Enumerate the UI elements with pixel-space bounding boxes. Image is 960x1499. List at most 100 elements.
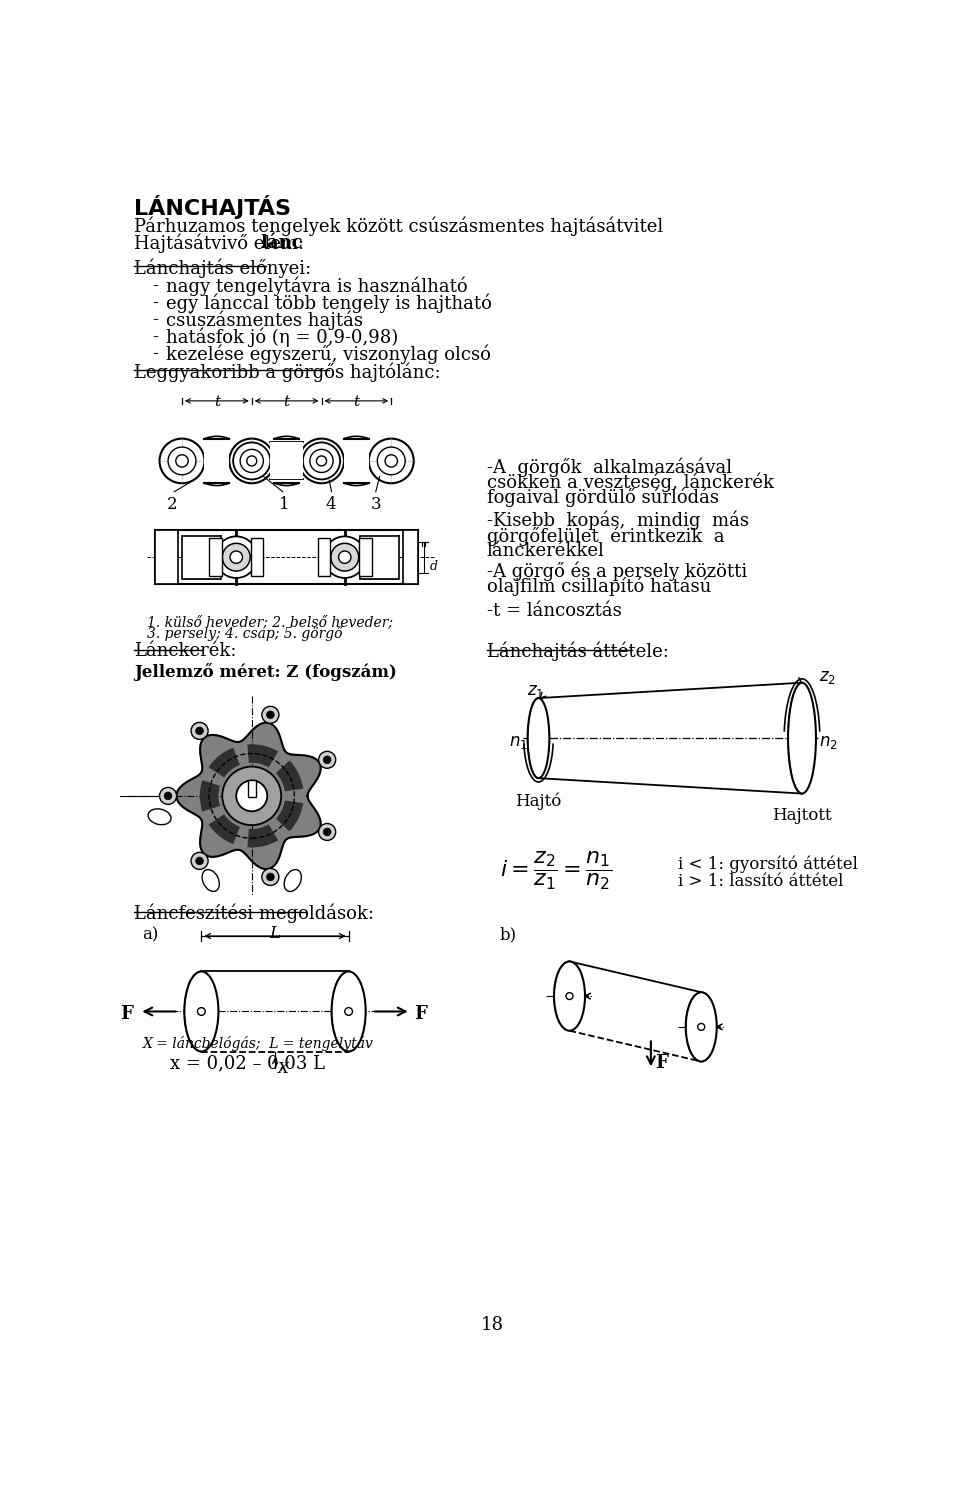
Bar	[251, 538, 263, 577]
Text: fogaival gördülő súrlódás: fogaival gördülő súrlódás	[487, 487, 719, 507]
Ellipse shape	[698, 1024, 705, 1030]
Ellipse shape	[319, 823, 336, 841]
Ellipse shape	[159, 787, 177, 805]
Ellipse shape	[267, 872, 275, 881]
Bar	[204, 439, 229, 483]
Ellipse shape	[324, 755, 331, 763]
Bar	[359, 538, 372, 577]
Ellipse shape	[198, 1007, 205, 1015]
Bar	[344, 439, 369, 483]
Text: Láncfeszítési megoldások:: Láncfeszítési megoldások:	[134, 904, 374, 923]
Text: F: F	[120, 1006, 132, 1024]
Ellipse shape	[345, 1007, 352, 1015]
Ellipse shape	[159, 439, 204, 483]
Text: 3. persely; 4. csap; 5. görgő: 3. persely; 4. csap; 5. görgő	[147, 627, 343, 642]
Bar	[248, 781, 255, 797]
Text: 3: 3	[371, 496, 381, 513]
Ellipse shape	[267, 711, 275, 718]
Text: $n_2$: $n_2$	[819, 733, 838, 751]
Text: LÁNCHAJTÁS: LÁNCHAJTÁS	[134, 195, 291, 219]
Text: -: -	[153, 328, 158, 346]
Ellipse shape	[262, 706, 279, 724]
Ellipse shape	[203, 869, 219, 892]
Text: -A  görgők  alkalmazásával: -A görgők alkalmazásával	[487, 457, 732, 477]
Text: olajfilm csillapító hatású: olajfilm csillapító hatású	[487, 577, 711, 597]
Text: Lánchajtás előnyei:: Lánchajtás előnyei:	[134, 258, 311, 277]
Wedge shape	[276, 800, 303, 832]
Wedge shape	[200, 779, 220, 811]
Ellipse shape	[331, 543, 359, 571]
Ellipse shape	[324, 537, 366, 579]
Text: a): a)	[142, 926, 158, 944]
Ellipse shape	[310, 450, 333, 472]
Text: kezelése egyszerű, viszonylag olcsó: kezelése egyszerű, viszonylag olcsó	[166, 345, 492, 364]
Text: i > 1: lassító áttétel: i > 1: lassító áttétel	[678, 872, 844, 890]
Bar	[318, 538, 330, 577]
Text: -: -	[153, 294, 158, 312]
Ellipse shape	[319, 751, 336, 769]
Polygon shape	[177, 723, 321, 869]
Text: $n_1$: $n_1$	[509, 733, 528, 751]
Ellipse shape	[315, 454, 327, 468]
Bar	[209, 538, 222, 577]
Text: t: t	[283, 394, 290, 409]
Ellipse shape	[262, 868, 279, 886]
Text: $z_2$: $z_2$	[819, 669, 836, 687]
Ellipse shape	[324, 827, 331, 836]
Wedge shape	[208, 814, 240, 844]
Text: lánc: lánc	[260, 234, 303, 252]
Text: -Kisebb  kopás,  mindig  más: -Kisebb kopás, mindig más	[487, 511, 749, 531]
Ellipse shape	[299, 439, 344, 483]
Ellipse shape	[196, 857, 204, 865]
Ellipse shape	[230, 552, 243, 564]
Text: nagy tengelytávra is használható: nagy tengelytávra is használható	[166, 277, 468, 297]
Text: t: t	[353, 394, 359, 409]
Bar	[403, 531, 419, 585]
Text: 4: 4	[325, 496, 336, 513]
Bar	[182, 535, 221, 579]
Text: 2: 2	[166, 496, 178, 513]
Wedge shape	[208, 748, 240, 778]
Ellipse shape	[229, 439, 275, 483]
Text: F: F	[655, 1054, 667, 1072]
Text: hatásfok jó (η = 0,9-0,98): hatásfok jó (η = 0,9-0,98)	[166, 328, 398, 348]
Text: Jellemző méret: Z (fogszám): Jellemző méret: Z (fogszám)	[134, 664, 396, 682]
Ellipse shape	[331, 971, 366, 1051]
Bar	[360, 535, 399, 579]
Ellipse shape	[246, 454, 258, 468]
Text: Hajtott: Hajtott	[772, 808, 831, 824]
Ellipse shape	[528, 699, 549, 778]
Ellipse shape	[339, 552, 351, 564]
Ellipse shape	[247, 456, 256, 466]
Text: egy lánccal több tengely is hajtható: egy lánccal több tengely is hajtható	[166, 294, 492, 313]
Ellipse shape	[369, 439, 414, 483]
Text: t: t	[214, 394, 220, 409]
Text: $i = \dfrac{z_2}{z_1} = \dfrac{n_1}{n_2}$: $i = \dfrac{z_2}{z_1} = \dfrac{n_1}{n_2}…	[500, 850, 612, 892]
Text: i < 1: gyorsító áttétel: i < 1: gyorsító áttétel	[678, 856, 858, 874]
Text: X = láncbelógás;  L = tengelytáv: X = láncbelógás; L = tengelytáv	[143, 1036, 374, 1051]
Ellipse shape	[164, 791, 172, 800]
Ellipse shape	[238, 447, 266, 475]
Text: X: X	[278, 1063, 289, 1076]
Ellipse shape	[233, 442, 271, 480]
Ellipse shape	[191, 723, 208, 739]
Text: Hajtó: Hajtó	[516, 791, 562, 809]
Ellipse shape	[284, 869, 301, 892]
Wedge shape	[248, 824, 278, 847]
Ellipse shape	[788, 682, 816, 793]
Circle shape	[236, 781, 267, 811]
Wedge shape	[276, 760, 303, 791]
Text: -t = láncosztás: -t = láncosztás	[487, 601, 621, 621]
Text: csökken a veszteség, lánckerék: csökken a veszteség, lánckerék	[487, 472, 774, 492]
Ellipse shape	[148, 809, 171, 824]
Ellipse shape	[554, 961, 585, 1031]
Text: 1: 1	[278, 496, 290, 513]
Text: Lánchajtás áttétele:: Lánchajtás áttétele:	[487, 642, 668, 661]
Text: Párhuzamos tengelyek között csúszásmentes hajtásátvitel: Párhuzamos tengelyek között csúszásmente…	[134, 217, 663, 237]
Text: csúszásmentes hajtás: csúszásmentes hajtás	[166, 310, 364, 330]
Text: Hajtásátvivő elem:: Hajtásátvivő elem:	[134, 234, 310, 253]
Text: Lánckerék:: Lánckerék:	[134, 642, 236, 660]
Ellipse shape	[685, 992, 717, 1061]
Text: görgőfelület  érintkezik  a: görgőfelület érintkezik a	[487, 526, 724, 546]
Text: -A görgő és a persely közötti: -A görgő és a persely közötti	[487, 561, 747, 580]
